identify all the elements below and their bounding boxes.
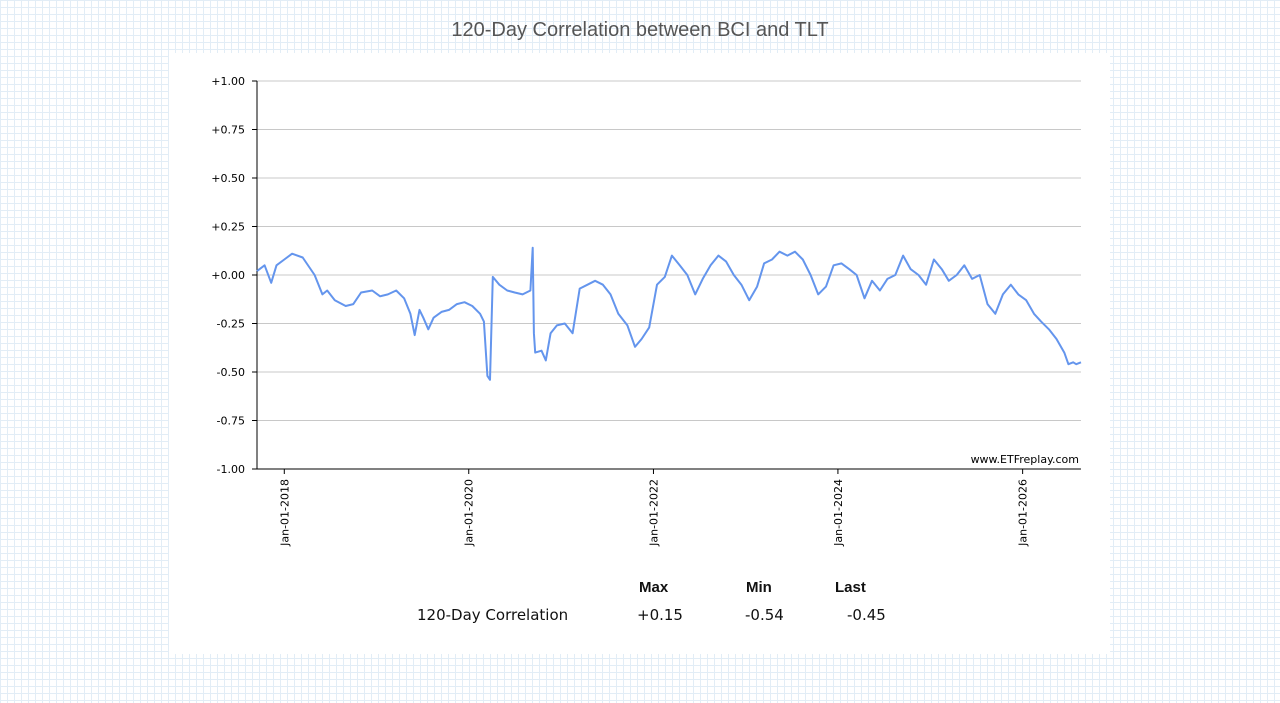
x-tick-label: Jan-01-2024 xyxy=(832,479,845,547)
y-tick-label: -0.75 xyxy=(217,415,245,428)
y-tick-label: +0.25 xyxy=(211,221,245,234)
y-tick-label: +0.75 xyxy=(211,124,245,137)
watermark-text: www.ETFreplay.com xyxy=(971,453,1079,466)
page-title: 120-Day Correlation between BCI and TLT xyxy=(451,19,829,41)
x-tick-label: Jan-01-2022 xyxy=(647,479,660,547)
y-tick-label: -0.50 xyxy=(217,366,245,379)
y-tick-label: -0.25 xyxy=(217,318,245,331)
x-tick-label: Jan-01-2026 xyxy=(1017,479,1030,547)
correlation-chart: +1.00 +0.75 +0.50 +0.25 +0.00 -0.25 -0.50 -0.75… xyxy=(211,75,1082,547)
x-tick-label: Jan-01-2020 xyxy=(463,479,476,547)
x-tick-label: Jan-01-2018 xyxy=(278,479,291,547)
series-line-correlation xyxy=(256,246,1082,381)
chart-panel: +1.00 +0.75 +0.50 +0.25 +0.00 -0.25 -0.50 -0.75… xyxy=(169,53,1110,654)
y-tick-label: +1.00 xyxy=(211,75,245,88)
y-tick-label: +0.50 xyxy=(211,172,245,185)
y-tick-label: +0.00 xyxy=(211,269,245,282)
y-tick-label: -1.00 xyxy=(217,463,245,476)
